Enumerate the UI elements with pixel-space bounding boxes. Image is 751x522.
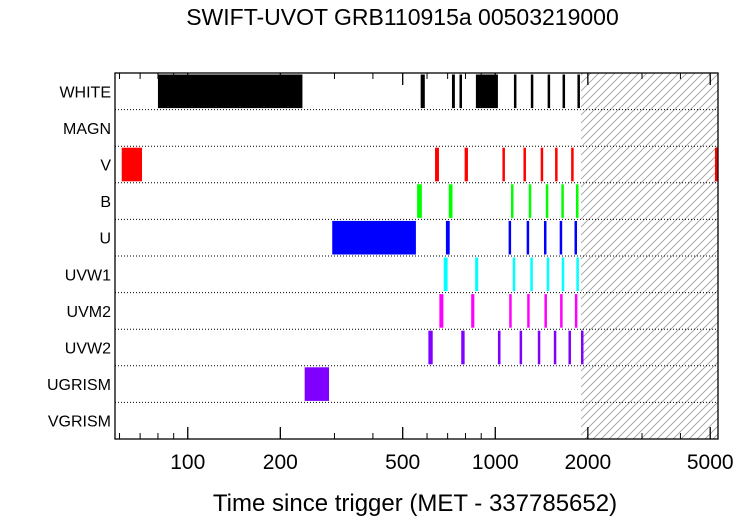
exposure-bar-b [561, 184, 564, 218]
exposure-bar-white [459, 74, 462, 109]
x-tick-label: 1000 [472, 451, 519, 474]
exposure-bar-b [545, 184, 549, 218]
exposure-bar-b [575, 184, 579, 218]
exposure-bar-uvm2 [439, 294, 444, 328]
row-label-uvw2: UVW2 [65, 341, 111, 358]
x-tick-label: 100 [170, 451, 205, 474]
exposure-bar-uvw2 [519, 330, 523, 365]
row-label-ugrism: UGRISM [47, 377, 111, 394]
exposure-bar-ugrism [304, 367, 330, 401]
exposure-bar-uvw1 [512, 257, 516, 292]
x-tick-label: 2000 [564, 451, 611, 474]
exposure-bar-white [577, 74, 580, 109]
exposure-bar-uvw1 [443, 257, 448, 292]
x-axis-label: Time since trigger (MET - 337785652) [212, 490, 618, 517]
exposure-bar-uvw2 [553, 330, 557, 365]
exposure-bar-uvw2 [580, 330, 584, 365]
exposure-bar-b [417, 184, 422, 218]
exposure-bar-uvw2 [428, 330, 433, 365]
exposure-bar-uvw1 [546, 257, 550, 292]
exposure-bar-v [121, 147, 143, 182]
exposure-bar-v [555, 147, 558, 182]
exposure-bar-uvm2 [544, 294, 547, 328]
exposure-bar-v [464, 147, 468, 182]
exposure-bar-u [559, 220, 563, 255]
exposure-bar-u [332, 220, 416, 255]
exposure-bar-white [513, 74, 517, 109]
exposure-bar-uvw1 [475, 257, 479, 292]
exposure-bar-uvm2 [560, 294, 563, 328]
row-label-white: WHITE [59, 84, 111, 101]
row-label-u: U [99, 231, 111, 248]
exposure-bar-u [445, 220, 450, 255]
plot-frame [114, 72, 719, 440]
exposure-bar-white [475, 74, 498, 109]
exposure-bar-u [508, 220, 512, 255]
exposure-bar-white [420, 74, 425, 109]
exposure-bar-white [547, 74, 551, 109]
exposure-bar-uvm2 [574, 294, 578, 328]
exposure-bar-b [511, 184, 514, 218]
exposure-bar-b [528, 184, 532, 218]
exposure-bar-uvm2 [509, 294, 512, 328]
row-label-magn: MAGN [63, 121, 111, 138]
exposure-bar-uvw2 [568, 330, 571, 365]
exposure-bar-v [571, 147, 574, 182]
exposure-bar-v [523, 147, 526, 182]
exposure-bar-b [448, 184, 453, 218]
chart-title: SWIFT-UVOT GRB110915a 00503219000 [186, 4, 619, 30]
exposure-bar-uvm2 [527, 294, 530, 328]
exposure-bar-uvm2 [471, 294, 475, 328]
exposure-bar-v [540, 147, 544, 182]
x-tick-label: 500 [385, 451, 420, 474]
exposure-bar-uvw2 [461, 330, 465, 365]
exposure-bar-uvw1 [530, 257, 533, 292]
exposure-bar-u [543, 220, 547, 255]
exposure-bar-uvw2 [497, 330, 501, 365]
x-tick-label: 5000 [687, 451, 734, 474]
exposure-bar-u [526, 220, 530, 255]
exposure-bar-u [574, 220, 578, 255]
exposure-bar-v [714, 147, 718, 182]
exposure-bar-v [502, 147, 505, 182]
exposure-bar-white [562, 74, 566, 109]
exposure-bar-uvw2 [537, 330, 541, 365]
exposure-bar-v [435, 147, 439, 182]
exposure-bar-uvw1 [576, 257, 579, 292]
exposure-bar-white [530, 74, 534, 109]
row-label-vgrism: VGRISM [48, 414, 111, 431]
row-label-uvw1: UVW1 [65, 267, 111, 284]
x-tick-label: 200 [263, 451, 298, 474]
row-label-b: B [100, 194, 111, 211]
row-label-uvm2: UVM2 [67, 304, 112, 321]
row-label-v: V [100, 158, 111, 175]
exposure-bar-white [451, 74, 455, 109]
exposure-bar-uvw1 [561, 257, 565, 292]
exposure-bar-white [157, 74, 303, 109]
